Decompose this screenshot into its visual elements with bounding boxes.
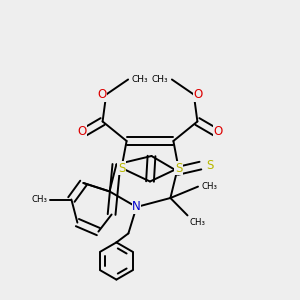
Text: CH₃: CH₃ (189, 218, 205, 227)
Text: N: N (132, 200, 141, 214)
Text: CH₃: CH₃ (201, 182, 217, 191)
Text: CH₃: CH₃ (32, 195, 48, 204)
Text: S: S (175, 161, 182, 175)
Text: S: S (118, 161, 125, 175)
Text: O: O (97, 88, 106, 101)
Text: CH₃: CH₃ (152, 75, 168, 84)
Text: O: O (77, 125, 86, 139)
Text: O: O (214, 125, 223, 139)
Text: CH₃: CH₃ (132, 75, 148, 84)
Text: O: O (194, 88, 203, 101)
Text: S: S (206, 159, 213, 172)
